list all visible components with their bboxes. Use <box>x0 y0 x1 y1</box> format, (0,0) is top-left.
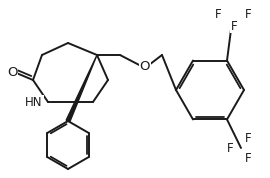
Text: HN: HN <box>25 96 43 109</box>
Text: F: F <box>245 7 251 20</box>
Text: F: F <box>227 142 233 155</box>
Text: F: F <box>245 151 251 164</box>
Polygon shape <box>66 55 97 122</box>
Text: O: O <box>7 66 17 78</box>
Text: F: F <box>231 20 237 33</box>
Text: F: F <box>215 7 221 20</box>
Text: O: O <box>140 61 150 74</box>
Text: F: F <box>245 132 251 145</box>
